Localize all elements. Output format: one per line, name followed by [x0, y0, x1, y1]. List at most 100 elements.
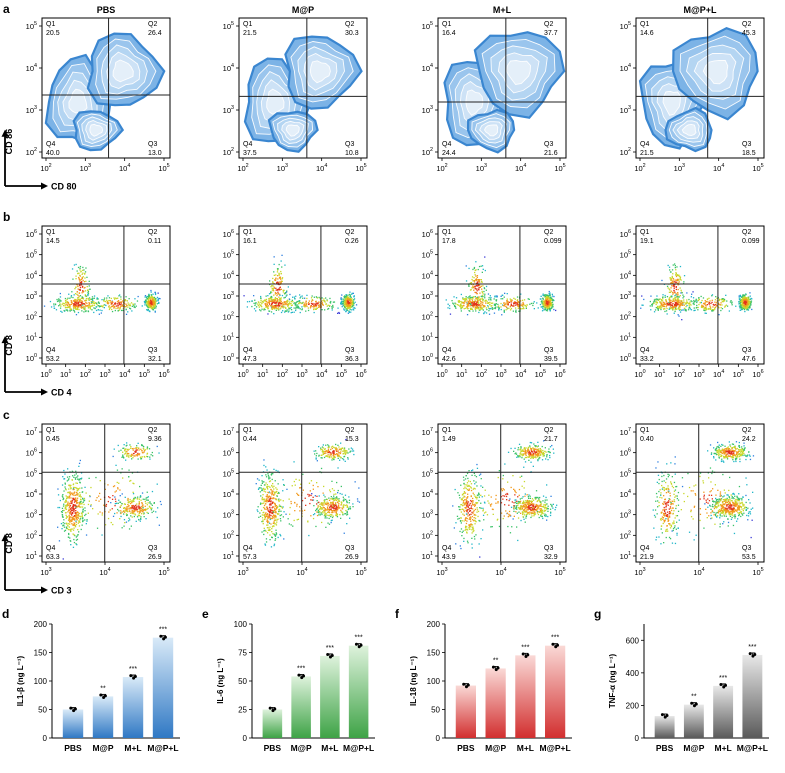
scatter-point	[77, 296, 79, 299]
scatter-point	[339, 507, 341, 509]
scatter-point	[329, 506, 331, 509]
scatter-point	[268, 492, 270, 494]
scatter-point	[658, 307, 660, 309]
quadrant-value-q3: 39.5	[544, 356, 558, 363]
scatter-point	[660, 308, 662, 311]
quadrant-value-q2: 30.3	[345, 30, 359, 37]
scatter-point	[510, 304, 512, 306]
scatter-point	[542, 307, 544, 310]
scatter-point	[275, 469, 277, 472]
scatter-point	[261, 475, 263, 477]
scatter-point	[79, 282, 81, 284]
scatter-point	[116, 297, 118, 300]
scatter-point	[281, 280, 283, 282]
scatter-point	[66, 504, 68, 506]
scatter-point	[267, 308, 269, 310]
scatter-point	[490, 305, 492, 307]
scatter-point	[745, 297, 748, 300]
scatter-point	[477, 281, 479, 283]
y-tick-label: 104	[422, 63, 433, 73]
scatter-point	[110, 303, 112, 306]
scatter-point	[745, 293, 747, 296]
x-tick-label: 100	[237, 369, 248, 379]
scatter-point	[260, 509, 263, 512]
x-tick-label: 106	[355, 369, 366, 379]
scatter-point	[280, 281, 282, 283]
plot-data-layer	[243, 254, 358, 315]
scatter-point	[460, 300, 462, 303]
scatter-point	[670, 299, 672, 302]
scatter-point	[465, 296, 467, 298]
scatter-point	[478, 304, 480, 306]
scatter-point	[280, 302, 282, 305]
scatter-point	[468, 296, 470, 298]
scatter-point	[78, 304, 80, 307]
scatter-point	[468, 285, 470, 287]
scatter-point	[501, 294, 503, 296]
scatter-point	[131, 310, 133, 312]
scatter-point	[60, 305, 62, 307]
scatter-point	[151, 307, 154, 309]
scatter-point	[494, 303, 496, 306]
scatter-point	[118, 309, 120, 311]
scatter-point	[79, 286, 82, 289]
scatter-point	[124, 299, 127, 301]
scatter-point	[82, 276, 84, 278]
scatter-point	[62, 305, 65, 307]
scatter-point	[322, 304, 324, 306]
scatter-point	[506, 293, 508, 295]
scatter-point	[676, 294, 678, 296]
scatter-point	[318, 296, 320, 299]
scatter-point	[476, 303, 478, 305]
scatter-point	[285, 307, 287, 309]
scatter-point	[336, 448, 338, 451]
quadrant-label-q1: Q1	[640, 229, 649, 236]
scatter-point	[301, 295, 303, 297]
scatter-point	[87, 292, 89, 294]
scatter-point	[549, 308, 551, 311]
scatter-point	[150, 303, 152, 305]
scatter-point	[503, 302, 505, 304]
scatter-point	[345, 310, 348, 312]
scatter-point	[70, 300, 72, 302]
scatter-point	[457, 301, 460, 303]
scatter-point	[87, 307, 90, 309]
scatter-point	[83, 500, 85, 502]
scatter-point	[344, 298, 346, 300]
scatter-point	[152, 300, 154, 302]
scatter-point	[330, 448, 332, 451]
scatter-point	[330, 504, 332, 506]
scatter-point	[291, 299, 293, 301]
scatter-point	[671, 305, 674, 307]
scatter-point	[721, 304, 723, 306]
scatter-point	[82, 279, 84, 282]
scatter-point	[75, 543, 77, 545]
scatter-point	[285, 303, 287, 305]
scatter-point	[258, 487, 260, 489]
scatter-point	[673, 281, 675, 283]
scatter-point	[676, 282, 678, 284]
scatter-point	[132, 493, 135, 495]
scatter-point	[282, 506, 284, 508]
scatter-point	[98, 305, 100, 307]
scatter-point	[140, 499, 142, 501]
scatter-point	[481, 281, 483, 283]
scatter-point	[685, 303, 687, 305]
scatter-point	[149, 301, 151, 303]
scatter-point	[152, 304, 154, 306]
scatter-point	[254, 304, 256, 306]
plot-title: M+L	[493, 5, 512, 15]
scatter-point	[481, 303, 483, 306]
scatter-point	[327, 304, 329, 306]
scatter-point	[271, 478, 273, 481]
scatter-point	[74, 303, 76, 305]
scatter-point	[344, 449, 346, 451]
scatter-point	[272, 486, 274, 488]
scatter-point	[89, 305, 91, 307]
scatter-point	[675, 292, 677, 295]
scatter-point	[120, 305, 122, 307]
x-tick-label: 105	[139, 369, 150, 379]
scatter-point	[682, 294, 684, 296]
scatter-point	[273, 515, 275, 517]
